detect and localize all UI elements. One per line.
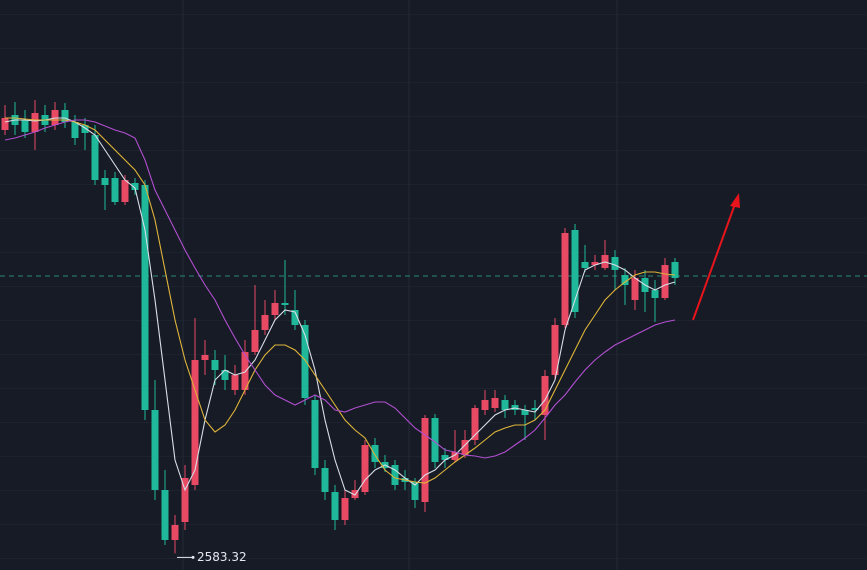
candle-body [71, 122, 79, 138]
candle-body [31, 113, 39, 132]
candle-body [361, 445, 369, 492]
moving-average-line [5, 117, 676, 484]
vertical-grid [182, 0, 618, 570]
candle-body [221, 370, 229, 380]
candle-body [621, 275, 629, 285]
candle-body [101, 178, 109, 185]
plot: 2583.32 [0, 100, 867, 564]
candle-body [301, 325, 309, 398]
low-price-label: 2583.32 [197, 550, 247, 564]
candle-body [181, 478, 189, 522]
low-marker-dot [191, 555, 195, 559]
candle-body [211, 360, 219, 370]
candle-body [1, 118, 9, 130]
trend-arrow [692, 193, 740, 321]
candle-body [561, 233, 569, 325]
candle-body [391, 465, 399, 485]
candle-body [591, 262, 599, 265]
candle-body [351, 490, 359, 498]
candle-body [321, 468, 329, 492]
candle-body [281, 303, 289, 305]
candle-body [541, 376, 549, 415]
candle-body [611, 257, 619, 270]
candle-body [491, 398, 499, 408]
candle-body [331, 492, 339, 520]
candle-body [91, 135, 99, 180]
candle-body [501, 400, 509, 410]
candle-body [471, 408, 479, 440]
moving-average-line [4, 117, 676, 496]
candle-body [171, 525, 179, 540]
candle-body [81, 125, 89, 133]
candle-body [411, 482, 419, 500]
candle-body [131, 183, 139, 190]
candle-body [431, 418, 439, 462]
candle-body [111, 178, 119, 202]
candle-body [291, 310, 299, 325]
candle-body [481, 400, 489, 410]
candle-body [191, 360, 199, 485]
candle-body [581, 262, 589, 268]
candle-body [521, 410, 529, 415]
candle-body [121, 180, 129, 202]
candle-body [151, 410, 159, 490]
candle-body [231, 375, 239, 390]
moving-average-line [4, 119, 676, 459]
candle-body [241, 352, 249, 390]
candle-body [441, 455, 449, 460]
candle-body [311, 400, 319, 468]
candle-body [251, 330, 259, 352]
candle-body [271, 303, 279, 315]
candle-body [61, 110, 69, 122]
candle-body [571, 230, 579, 312]
candle-body [671, 262, 679, 278]
candle-body [201, 355, 209, 360]
candle-body [661, 265, 669, 298]
candle-body [141, 185, 149, 410]
candle-body [531, 408, 539, 410]
candle-body [551, 325, 559, 375]
candle-body [21, 120, 29, 132]
candle-body [451, 452, 459, 460]
candle-body [631, 278, 639, 300]
candle-body [371, 445, 379, 462]
candle-body [161, 490, 169, 540]
candle-body [341, 498, 349, 520]
candle-body [461, 440, 469, 455]
candle-body [261, 315, 269, 330]
candle-body [421, 418, 429, 502]
candle-body [651, 290, 659, 298]
